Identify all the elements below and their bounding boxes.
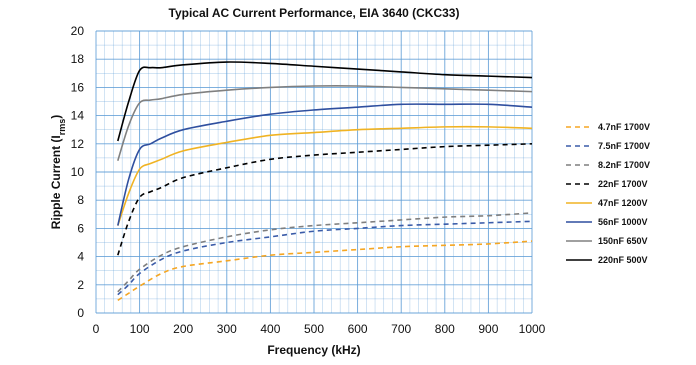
legend-label: 47nF 1200V <box>598 198 648 208</box>
series-line <box>117 240 533 301</box>
series-line <box>117 212 533 293</box>
y-axis-title-main: Ripple Current (I <box>49 135 63 229</box>
x-tick-label: 500 <box>304 322 324 336</box>
y-tick-label: 0 <box>77 306 84 320</box>
y-tick-label: 20 <box>71 24 85 38</box>
x-tick-label: 0 <box>93 322 100 336</box>
series-line <box>117 220 533 296</box>
y-tick-label: 2 <box>77 278 84 292</box>
y-tick-label: 18 <box>71 52 85 66</box>
x-tick-label: 700 <box>391 322 411 336</box>
y-tick-label: 6 <box>77 221 84 235</box>
legend-label: 4.7nF 1700V <box>598 122 650 132</box>
x-tick-label: 100 <box>130 322 150 336</box>
series-line <box>117 143 533 256</box>
legend-label: 220nF 500V <box>598 255 648 265</box>
y-axis-title-close: ) <box>49 115 63 119</box>
x-tick-label: 900 <box>478 322 498 336</box>
x-tick-label: 600 <box>348 322 368 336</box>
y-axis-title-sub: rms <box>57 119 67 136</box>
legend-label: 8.2nF 1700V <box>598 160 650 170</box>
x-tick-label: 400 <box>260 322 280 336</box>
legend: 4.7nF 1700V 7.5nF 1700V 8.2nF 1700V 22nF 17… <box>566 122 650 265</box>
legend-label: 22nF 1700V <box>598 179 648 189</box>
legend-label: 7.5nF 1700V <box>598 141 650 151</box>
y-tick-label: 12 <box>71 137 85 151</box>
legend-label: 150nF 650V <box>598 236 648 246</box>
x-tick-label: 1000 <box>519 322 546 336</box>
x-tick-label: 200 <box>173 322 193 336</box>
series-line <box>117 85 533 161</box>
x-tick-label: 800 <box>435 322 455 336</box>
x-axis-title: Frequency (kHz) <box>267 343 360 357</box>
y-tick-label: 16 <box>71 80 85 94</box>
chart-title: Typical AC Current Performance, EIA 3640… <box>169 6 460 20</box>
y-tick-label: 4 <box>77 250 84 264</box>
x-tick-label: 300 <box>217 322 237 336</box>
legend-label: 56nF 1000V <box>598 217 648 227</box>
series-layer <box>117 61 533 301</box>
series-line <box>117 103 533 226</box>
series-line <box>117 61 533 142</box>
y-axis-title: Ripple Current (Irms) <box>49 115 67 230</box>
y-tick-labels: 0 2 4 6 8 10 12 14 16 18 20 <box>71 24 85 320</box>
grid <box>95 30 533 314</box>
y-tick-label: 10 <box>71 165 85 179</box>
x-tick-labels: 0 100 200 300 400 500 600 700 800 900 1000 <box>93 322 546 336</box>
y-tick-label: 14 <box>71 109 85 123</box>
y-tick-label: 8 <box>77 193 84 207</box>
series-line <box>117 125 533 226</box>
